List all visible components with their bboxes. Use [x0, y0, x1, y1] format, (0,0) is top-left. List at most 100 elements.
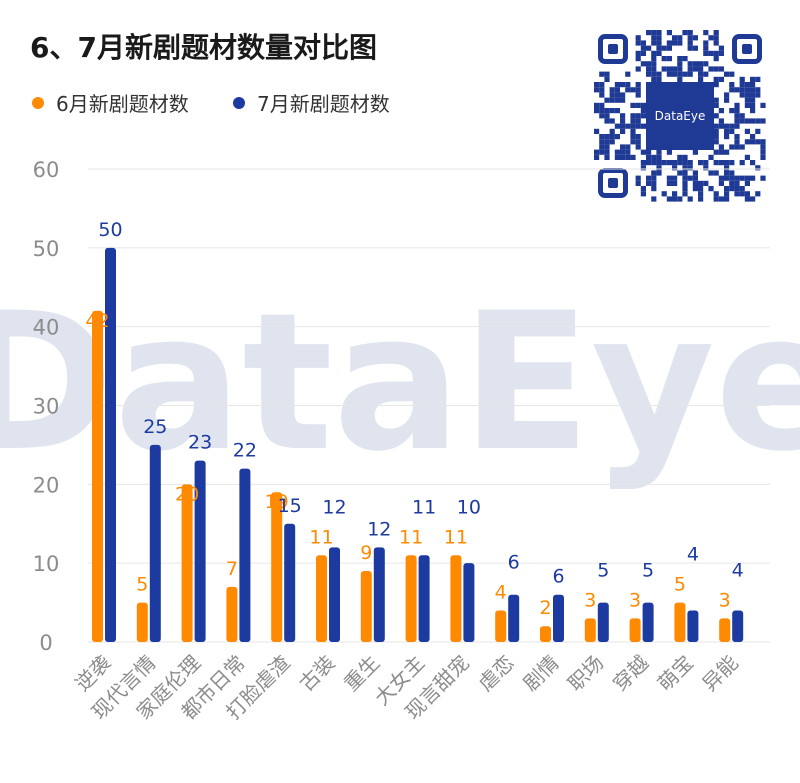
bar-july	[239, 468, 251, 642]
qr-module	[635, 66, 641, 72]
qr-module	[630, 128, 636, 134]
bar-june	[719, 618, 731, 642]
watermark: DataEye	[0, 272, 800, 493]
qr-module	[672, 165, 678, 171]
qr-module	[734, 87, 740, 93]
qr-module	[682, 154, 688, 160]
bar-june	[360, 571, 372, 642]
qr-module	[640, 113, 646, 119]
qr-module	[672, 160, 678, 166]
qr-module	[698, 191, 704, 197]
qr-module	[672, 66, 678, 72]
qr-module	[755, 92, 761, 98]
qr-module	[604, 118, 610, 124]
qr-module	[687, 61, 693, 67]
qr-module	[620, 144, 626, 150]
qr-module	[708, 50, 714, 56]
qr-module	[666, 180, 672, 186]
qr-module	[750, 102, 756, 108]
qr-module	[755, 128, 761, 134]
legend-item-june: 6月新剧题材数	[32, 88, 189, 117]
qr-module	[635, 82, 641, 88]
qr-module	[666, 40, 672, 46]
data-label-june: 2	[539, 597, 551, 619]
qr-module	[672, 175, 678, 181]
qr-module	[677, 154, 683, 160]
qr-module	[640, 108, 646, 114]
data-label-june: 4	[495, 581, 507, 603]
qr-module	[760, 175, 766, 181]
qr-module	[625, 144, 631, 150]
qr-finder-top-right	[732, 34, 762, 64]
qr-module	[750, 87, 756, 93]
bar-june	[181, 484, 193, 642]
qr-module	[734, 123, 740, 129]
qr-module	[651, 30, 657, 36]
qr-module	[713, 123, 719, 129]
qr-module	[760, 149, 766, 155]
y-tick-label: 50	[33, 237, 60, 261]
qr-module	[666, 56, 672, 62]
qr-module	[604, 97, 610, 103]
qr-module	[729, 170, 735, 176]
qr-module	[640, 165, 646, 171]
qr-module	[734, 175, 740, 181]
qr-module	[734, 113, 740, 119]
data-label-july: 6	[508, 551, 520, 573]
qr-module	[734, 134, 740, 140]
qr-module	[599, 113, 605, 119]
data-label-june: 42	[85, 310, 109, 332]
qr-module	[703, 50, 709, 56]
x-tick-label: 职场	[563, 651, 608, 696]
qr-module	[635, 118, 641, 124]
qr-module	[651, 196, 657, 202]
qr-module	[599, 87, 605, 93]
qr-module	[599, 139, 605, 145]
qr-module	[739, 175, 745, 181]
qr-module	[646, 71, 652, 77]
qr-module	[666, 30, 672, 36]
qr-module	[651, 180, 657, 186]
qr-module	[614, 97, 620, 103]
qr-module	[718, 76, 724, 82]
data-label-july: 10	[457, 496, 481, 518]
data-label-july: 5	[642, 559, 654, 581]
qr-module	[625, 149, 631, 155]
qr-module	[656, 45, 662, 51]
x-tick-label: 萌宝	[653, 651, 698, 696]
qr-module	[677, 76, 683, 82]
qr-module	[687, 40, 693, 46]
qr-module	[604, 149, 610, 155]
qr-module	[635, 35, 641, 41]
qr-module	[661, 160, 667, 166]
qr-module	[625, 123, 631, 129]
bar-june	[450, 555, 462, 642]
data-label-june: 3	[629, 589, 641, 611]
qr-module	[724, 191, 730, 197]
bar-july	[329, 547, 340, 642]
data-label-july: 50	[98, 219, 122, 241]
qr-module	[620, 82, 626, 88]
qr-module	[682, 160, 688, 166]
qr-module	[666, 160, 672, 166]
qr-module	[692, 180, 698, 186]
qr-module	[713, 128, 719, 134]
qr-module	[640, 123, 646, 129]
qr-module	[594, 87, 600, 93]
qr-module	[630, 118, 636, 124]
qr-module	[656, 40, 662, 46]
qr-module	[646, 149, 652, 155]
qr-module	[744, 87, 750, 93]
qr-module	[729, 175, 735, 181]
qr-module	[661, 45, 667, 51]
qr-module	[620, 123, 626, 129]
bar-july	[373, 547, 385, 642]
qr-pattern	[594, 30, 766, 202]
qr-module	[614, 123, 620, 129]
qr-module	[630, 134, 636, 140]
qr-module	[640, 102, 646, 108]
qr-module	[604, 76, 610, 82]
qr-module	[744, 154, 750, 160]
qr-module	[755, 87, 761, 93]
qr-module	[656, 76, 662, 82]
